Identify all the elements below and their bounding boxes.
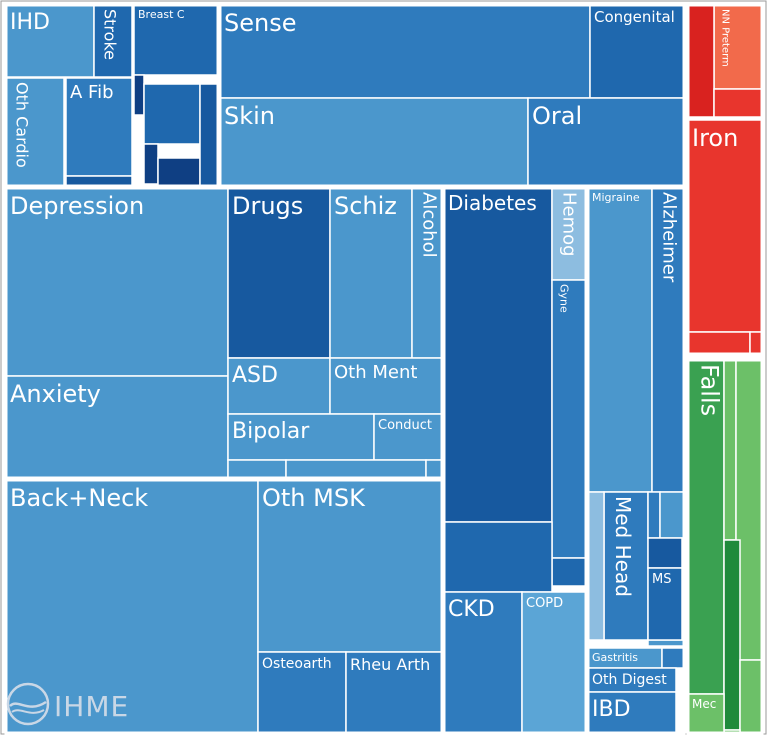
treemap-label-iron: Iron: [692, 124, 738, 152]
treemap-cell-breast-c[interactable]: [133, 4, 219, 76]
treemap-cell-g7-c4[interactable]: [687, 331, 751, 355]
treemap-cell-gyne[interactable]: [551, 279, 587, 559]
watermark-text: IHME: [54, 690, 130, 723]
treemap-cell-ms[interactable]: [647, 567, 683, 641]
treemap-label-drugs: Drugs: [232, 192, 303, 220]
treemap-group-outline-diabetes-ckd: [586, 186, 686, 735]
treemap-label-alcohol: Alcohol: [419, 192, 440, 258]
treemap-cell-g5-c3[interactable]: [551, 557, 587, 587]
treemap-label-a-fib: A Fib: [70, 82, 114, 103]
treemap-cell-sense[interactable]: [219, 4, 591, 99]
treemap-label-gastritis: Gastritis: [592, 651, 638, 664]
treemap-label-ms: MS: [652, 572, 671, 587]
treemap-group-outline-neurological: [686, 3, 764, 356]
treemap-label-bipolar: Bipolar: [232, 419, 310, 444]
treemap-group-outline-musculoskeletal: [442, 186, 588, 735]
treemap-label-migraine: Migraine: [592, 191, 640, 204]
treemap-cell-g1-c5[interactable]: [199, 83, 219, 187]
treemap-label-stroke: Stroke: [100, 9, 119, 60]
treemap-cell-diabetes[interactable]: [443, 187, 553, 523]
treemap-cell-g6-c5[interactable]: [659, 491, 685, 539]
treemap-cell-drugs[interactable]: [227, 187, 331, 359]
treemap-cell-bipolar[interactable]: [227, 413, 375, 461]
treemap-group-outline-cardiovascular: [4, 3, 220, 188]
treemap-label-alzheimer: Alzheimer: [659, 192, 680, 283]
treemap-label-nn-preterm: NN Preterm: [720, 9, 731, 67]
treemap-label-copd: COPD: [526, 596, 563, 611]
treemap-cell-g8-c3[interactable]: [723, 539, 741, 731]
treemap-label-diabetes: Diabetes: [448, 191, 537, 215]
treemap-label-hemog: Hemog: [559, 192, 580, 257]
treemap-cell-congenital[interactable]: [589, 4, 685, 99]
treemap-label-sense: Sense: [224, 9, 296, 37]
treemap-label-congenital: Congenital: [594, 8, 675, 26]
treemap-label-ibd: IBD: [592, 697, 631, 722]
treemap-cell-alcohol[interactable]: [411, 187, 443, 359]
treemap-cell-g3-c9[interactable]: [227, 459, 287, 479]
treemap-label-breast-c: Breast C: [138, 8, 185, 21]
treemap-label-ihd: IHD: [10, 10, 50, 35]
treemap-cell-g1-c2[interactable]: [143, 83, 201, 145]
treemap-label-med-head: Med Head: [611, 496, 635, 597]
treemap-group-outline-communicable: [686, 358, 764, 735]
treemap-cell-hemog[interactable]: [551, 187, 587, 281]
treemap-cell-mec[interactable]: [687, 693, 725, 734]
treemap-label-mec: Mec: [692, 697, 716, 711]
treemap-cell-conduct[interactable]: [373, 413, 443, 461]
treemap-cell-g3-c11[interactable]: [425, 459, 443, 479]
treemap-label-gyne: Gyne: [558, 284, 571, 313]
treemap-label-rheu-arth: Rheu Arth: [350, 655, 430, 674]
treemap-label-oth-msk: Oth MSK: [262, 484, 366, 512]
treemap-cell-schiz[interactable]: [329, 187, 413, 359]
ihme-logo-icon: [6, 682, 50, 726]
treemap-cell-g1-c4[interactable]: [157, 157, 201, 187]
treemap-label-back-neck: Back+Neck: [10, 484, 148, 512]
treemap-cell-back-neck[interactable]: [5, 479, 259, 734]
treemap-cell-anxiety[interactable]: [5, 375, 229, 479]
treemap-cell-ihd[interactable]: [5, 4, 95, 78]
treemap-cell-g7-c2[interactable]: [713, 88, 763, 118]
treemap-group-outline-sense: [4, 186, 444, 480]
treemap-cell-g6-c7[interactable]: [647, 639, 685, 647]
treemap-cell-oth-msk[interactable]: [257, 479, 443, 653]
treemap-cell-oth-cardio[interactable]: [5, 77, 65, 187]
treemap-cell-g5-c4[interactable]: [443, 521, 553, 593]
treemap-cell-g7-c1[interactable]: [687, 4, 715, 118]
treemap-cell-migraine[interactable]: [587, 187, 653, 493]
treemap-label-oth-cardio: Oth Cardio: [12, 82, 31, 168]
treemap-label-schiz: Schiz: [334, 192, 397, 220]
treemap-label-skin: Skin: [224, 102, 275, 130]
treemap-label-osteoarth: Osteoarth: [262, 656, 332, 672]
treemap-label-oth-digest: Oth Digest: [592, 672, 667, 688]
treemap-cell-ckd[interactable]: [443, 591, 523, 734]
treemap-cell-skin[interactable]: [219, 97, 529, 187]
treemap-label-depression: Depression: [10, 192, 144, 220]
treemap-cell-g6-c3[interactable]: [587, 491, 605, 641]
treemap-cell-g6-c10[interactable]: [661, 647, 685, 669]
treemap-label-conduct: Conduct: [378, 418, 432, 433]
treemap-label-oth-ment: Oth Ment: [334, 362, 417, 383]
treemap-cell-osteoarth[interactable]: [257, 651, 347, 734]
treemap-cell-g6-c4[interactable]: [647, 491, 661, 539]
treemap-label-oral: Oral: [532, 102, 582, 130]
treemap-cell-g8-c4[interactable]: [739, 659, 763, 734]
treemap-group-outline-mental: [4, 478, 444, 735]
treemap-label-anxiety: Anxiety: [10, 380, 101, 408]
treemap-cell-g1-c1[interactable]: [133, 74, 145, 116]
treemap-group-outline-neoplasms: [218, 3, 686, 188]
treemap-label-asd: ASD: [232, 363, 278, 388]
treemap-cell-g8-c1[interactable]: [723, 359, 737, 541]
treemap-cell-copd[interactable]: [521, 591, 587, 734]
treemap-cell-depression[interactable]: [5, 187, 229, 377]
treemap-cell-g1-c3[interactable]: [143, 143, 159, 185]
treemap-cell-ibd[interactable]: [587, 691, 677, 734]
treemap-label-falls: Falls: [696, 364, 724, 416]
treemap-cell-g7-c5[interactable]: [749, 331, 763, 355]
treemap-label-ckd: CKD: [448, 597, 495, 622]
treemap-cell-g3-c10[interactable]: [285, 459, 427, 479]
treemap-cell-g6-c6[interactable]: [647, 537, 683, 569]
treemap-cell-med-head[interactable]: [603, 491, 649, 641]
